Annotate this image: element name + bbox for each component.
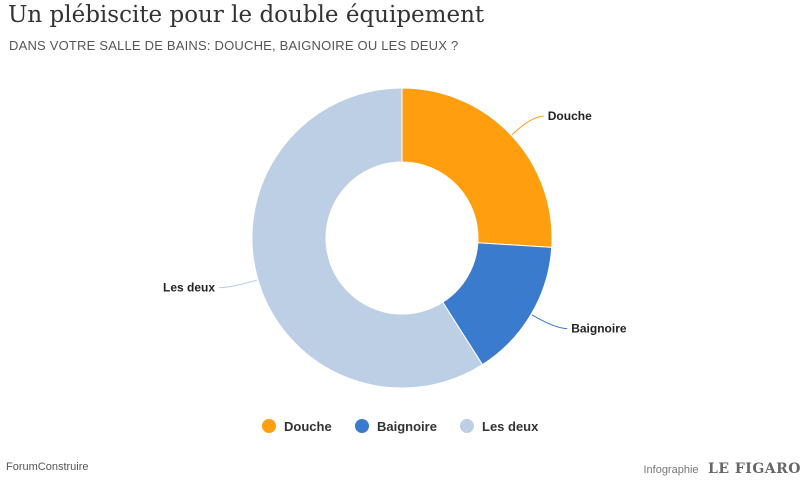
chart-legend: Douche Baignoire Les deux — [0, 416, 805, 436]
credit-prefix: Infographie — [643, 464, 699, 476]
legend-label-baignoire: Baignoire — [377, 418, 437, 434]
legend-marker-les-deux — [460, 419, 474, 433]
donut-slice-douche[interactable] — [401, 87, 553, 248]
connector-douche — [511, 115, 544, 135]
chart-subtitle: DANS VOTRE SALLE DE BAINS: DOUCHE, BAIGN… — [9, 38, 459, 53]
legend-item-baignoire[interactable]: Baignoire — [355, 416, 437, 436]
source-note: ForumConstruire — [6, 461, 89, 473]
donut-slice-les-deux[interactable] — [251, 87, 484, 389]
slice-label-les-deux: Les deux — [163, 281, 215, 295]
slice-label-douche: Douche — [548, 109, 592, 123]
legend-label-les-deux: Les deux — [482, 418, 539, 434]
connector-baignoire — [531, 314, 568, 330]
legend-marker-douche — [262, 419, 276, 433]
legend-marker-baignoire — [355, 419, 369, 433]
legend-item-les-deux[interactable]: Les deux — [460, 416, 538, 436]
connector-les-deux — [219, 279, 258, 289]
slice-label-baignoire: Baignoire — [571, 322, 627, 336]
legend-item-douche[interactable]: Douche — [262, 416, 332, 436]
chart-title: Un plébiscite pour le double équipement — [8, 2, 485, 28]
legend-label-douche: Douche — [284, 418, 332, 434]
credit: Infographie LE FIGARO — [643, 460, 801, 478]
credit-brand-logo: LE FIGARO — [707, 461, 801, 477]
